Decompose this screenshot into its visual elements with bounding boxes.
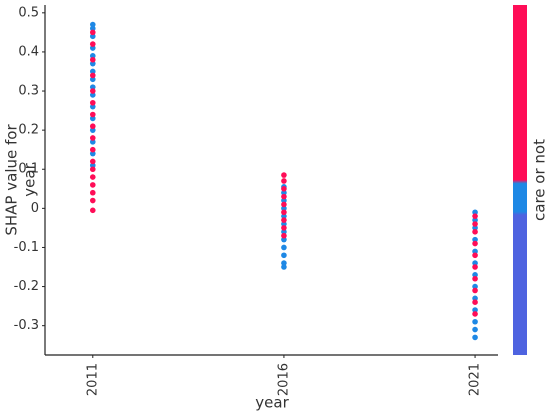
point	[89, 68, 96, 75]
point	[89, 174, 96, 180]
point	[89, 76, 96, 83]
point	[281, 189, 287, 196]
y-tick-label: 0.1	[18, 162, 39, 177]
point	[472, 248, 478, 255]
point	[89, 182, 96, 188]
point	[281, 225, 287, 231]
point	[472, 307, 478, 313]
point	[89, 56, 96, 63]
y-tick-label: 0.3	[18, 84, 39, 99]
point	[281, 185, 287, 192]
y-axis-label: year	[21, 162, 39, 196]
point	[89, 60, 96, 67]
point	[281, 221, 287, 227]
point	[472, 299, 478, 306]
x-tick-label: 2021	[468, 363, 483, 396]
point	[89, 53, 96, 59]
point	[281, 205, 287, 212]
point	[472, 318, 478, 325]
point	[281, 236, 287, 243]
y-tick-label: -0.1	[14, 240, 39, 255]
point	[89, 88, 96, 94]
colorbar-label: care or not	[531, 139, 549, 221]
point	[472, 275, 478, 282]
point	[89, 45, 96, 51]
point	[281, 232, 287, 239]
point	[281, 244, 287, 251]
point	[472, 221, 478, 227]
point	[472, 240, 478, 247]
point	[89, 21, 96, 28]
point	[281, 197, 287, 204]
point	[89, 84, 96, 90]
x-axis-label: year	[255, 394, 289, 412]
point	[281, 252, 287, 259]
point	[89, 99, 96, 106]
point	[472, 283, 478, 290]
point	[281, 229, 287, 235]
point	[89, 25, 96, 32]
point	[89, 150, 96, 157]
point	[472, 295, 478, 302]
point	[472, 229, 478, 235]
point	[281, 193, 287, 200]
point	[472, 213, 478, 219]
point	[89, 158, 96, 165]
point	[89, 197, 96, 204]
point	[89, 92, 96, 98]
point	[89, 72, 96, 79]
y-tick-label: -0.3	[14, 318, 39, 333]
point	[472, 326, 478, 333]
point	[472, 264, 478, 270]
point	[281, 217, 287, 223]
point	[472, 217, 478, 223]
point	[89, 166, 96, 173]
point	[89, 123, 96, 130]
y-tick-label: -0.2	[14, 279, 39, 294]
point	[89, 29, 96, 36]
point	[281, 260, 287, 266]
point	[89, 135, 96, 141]
point	[472, 311, 478, 317]
y-tick-label: 0.5	[18, 5, 39, 20]
point	[89, 127, 96, 133]
x-tick-label: 2011	[85, 363, 100, 396]
point	[472, 225, 478, 231]
point	[89, 162, 96, 169]
y-tick-label: 0.2	[18, 123, 39, 138]
point	[472, 334, 478, 341]
point	[281, 172, 287, 178]
point	[89, 115, 96, 122]
point	[281, 209, 287, 216]
point	[472, 236, 478, 243]
point	[89, 146, 96, 153]
point	[472, 272, 478, 278]
y-tick-label: 0.4	[18, 44, 39, 59]
point	[89, 189, 96, 196]
point	[281, 201, 287, 208]
point	[472, 260, 478, 266]
point	[89, 207, 96, 214]
point	[281, 178, 287, 184]
y-axis-label: SHAP value for	[3, 124, 21, 236]
y-tick-label: 0	[31, 201, 39, 216]
point	[89, 33, 96, 40]
point	[472, 252, 478, 259]
point	[89, 103, 96, 110]
point	[89, 111, 96, 118]
point	[281, 213, 287, 219]
point	[89, 41, 96, 47]
point	[472, 287, 478, 294]
colorbar	[513, 5, 527, 355]
point	[472, 209, 478, 216]
point	[89, 139, 96, 145]
point	[281, 264, 287, 270]
x-tick-label: 2016	[276, 363, 291, 396]
